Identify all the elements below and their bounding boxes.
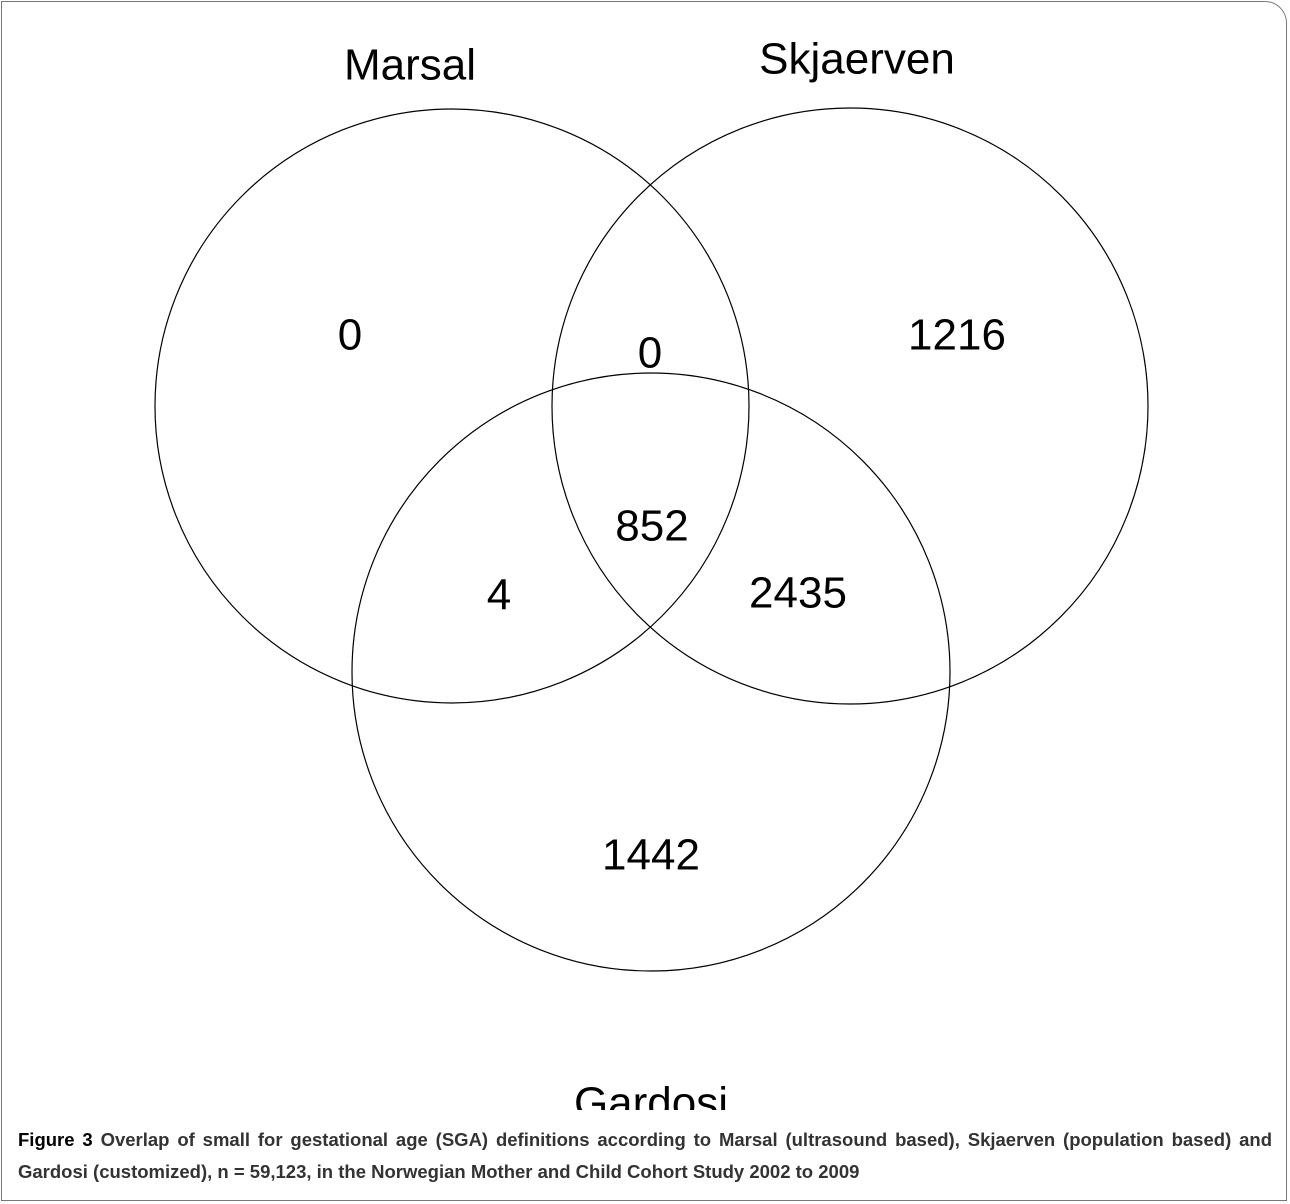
marsal-circle [154, 108, 750, 704]
set-label: Marsal [344, 41, 476, 90]
region-count: 1442 [602, 831, 700, 880]
region-count: 0 [638, 329, 662, 378]
skjaerven-circle [551, 107, 1149, 705]
gardosi-circle [351, 372, 951, 972]
set-label: Gardosi [574, 1079, 728, 1110]
caption: Figure 3 Overlap of small for gestationa… [18, 1124, 1272, 1188]
region-count: 4 [487, 571, 511, 620]
set-label: Skjaerven [759, 35, 955, 84]
region-count: 2435 [749, 569, 847, 618]
caption-label: Figure 3 [18, 1129, 93, 1150]
region-count: 1216 [908, 311, 1006, 360]
caption-text: Overlap of small for gestational age (SG… [18, 1129, 1272, 1182]
region-count: 0 [338, 311, 362, 360]
region-count: 852 [615, 502, 688, 551]
venn-diagram: Marsal Skjaerven Gardosi 0 0 1216 852 4 … [154, 35, 1149, 1110]
